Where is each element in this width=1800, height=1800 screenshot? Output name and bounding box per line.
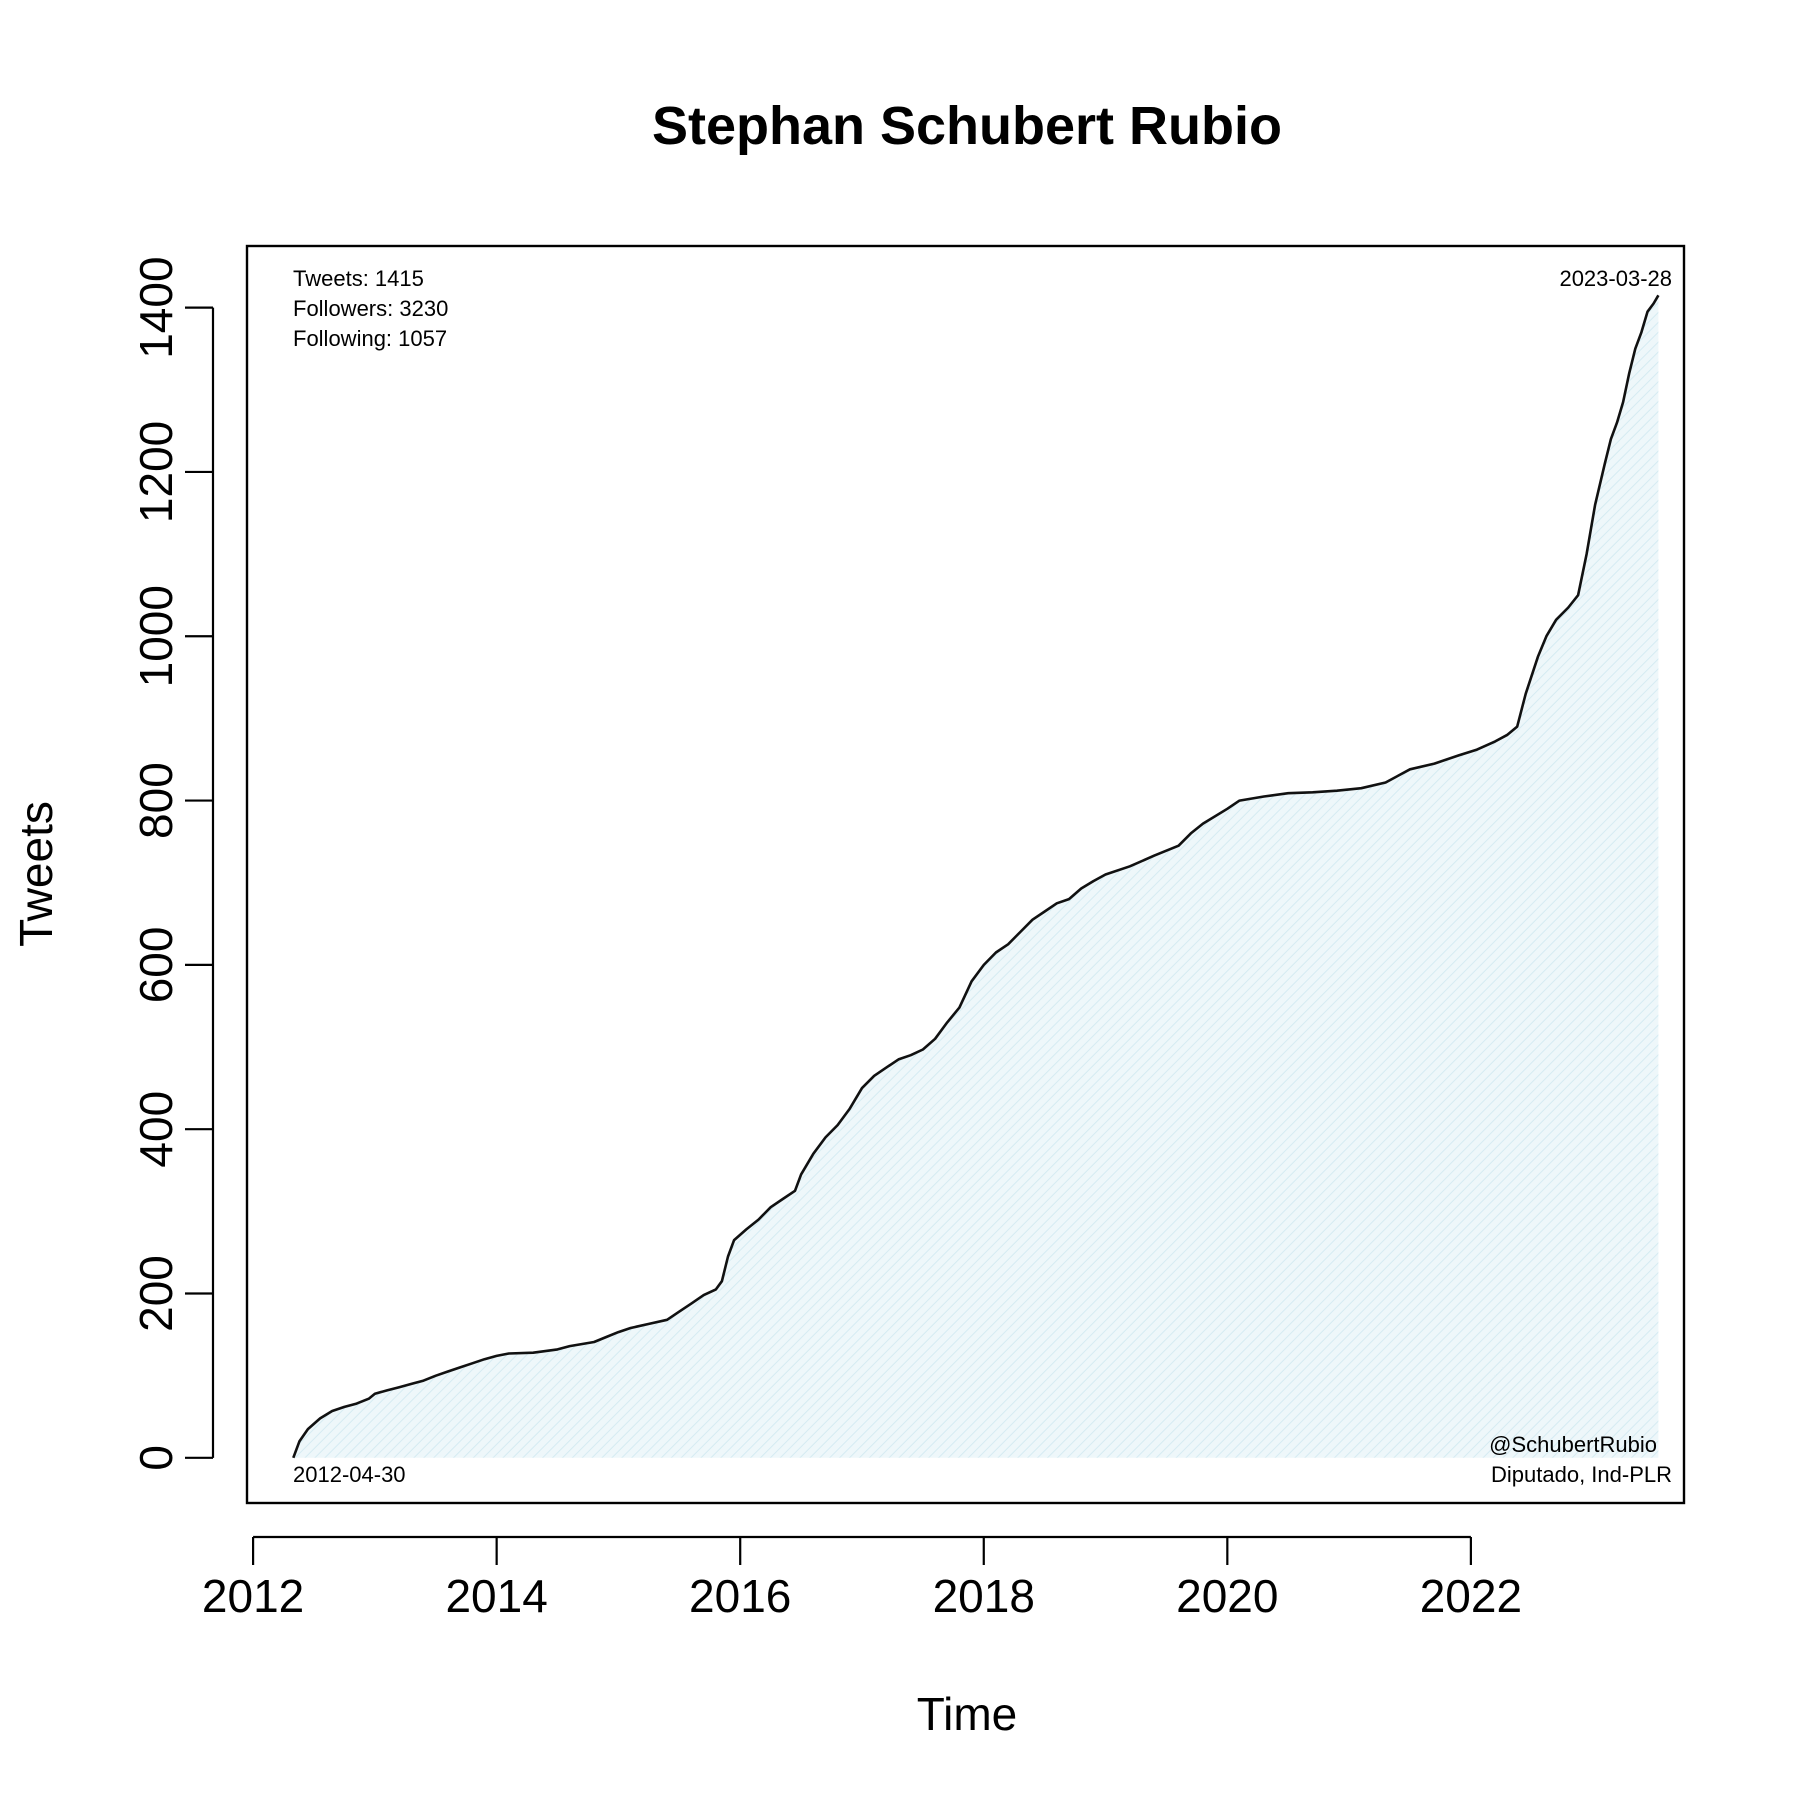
end-date-label: 2023-03-28 bbox=[1559, 266, 1672, 291]
series-line bbox=[292, 294, 1660, 1459]
y-axis: 0 200 400 600 800 1000 1200 1400 bbox=[130, 256, 215, 1471]
x-axis-label: Time bbox=[917, 1688, 1018, 1740]
y-tick-label: 1000 bbox=[130, 585, 182, 687]
x-tick-label: 2020 bbox=[1176, 1570, 1278, 1622]
y-tick-label: 0 bbox=[130, 1445, 182, 1471]
y-tick-label: 800 bbox=[130, 762, 182, 839]
x-tick-label: 2012 bbox=[202, 1570, 304, 1622]
x-tick-label: 2016 bbox=[689, 1570, 791, 1622]
account-role: Diputado, Ind-PLR bbox=[1491, 1462, 1672, 1487]
series-area bbox=[293, 295, 1659, 1458]
y-axis-label: Tweets bbox=[10, 801, 62, 947]
x-tick-label: 2018 bbox=[933, 1570, 1035, 1622]
stat-followers: Followers: 3230 bbox=[293, 296, 448, 321]
y-tick-label: 1400 bbox=[130, 256, 182, 358]
plot-frame bbox=[245, 244, 1686, 1505]
y-tick-label: 600 bbox=[130, 927, 182, 1004]
stat-following: Following: 1057 bbox=[293, 326, 447, 351]
chart-title: Stephan Schubert Rubio bbox=[652, 96, 1282, 156]
y-tick-label: 200 bbox=[130, 1255, 182, 1332]
stat-tweets: Tweets: 1415 bbox=[293, 266, 424, 291]
y-tick-label: 1200 bbox=[130, 421, 182, 523]
x-axis: 2012 2014 2016 2018 2020 2022 bbox=[202, 1535, 1522, 1622]
plot-area bbox=[292, 294, 1660, 1459]
account-handle: @SchubertRubio bbox=[1489, 1432, 1657, 1457]
start-date-label: 2012-04-30 bbox=[293, 1462, 406, 1487]
y-tick-label: 400 bbox=[130, 1091, 182, 1168]
x-tick-label: 2014 bbox=[445, 1570, 547, 1622]
x-tick-label: 2022 bbox=[1420, 1570, 1522, 1622]
